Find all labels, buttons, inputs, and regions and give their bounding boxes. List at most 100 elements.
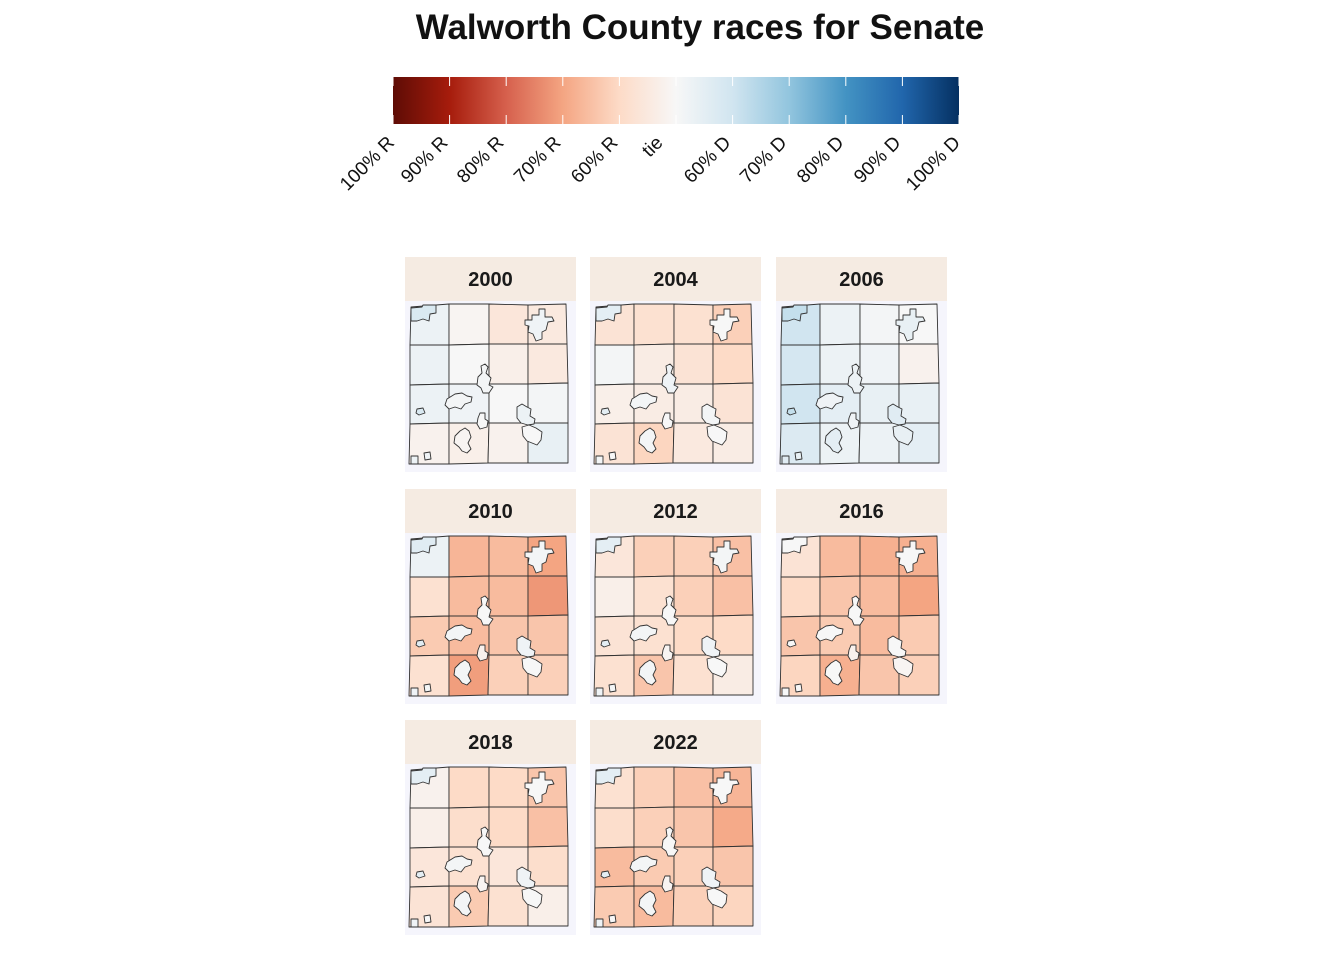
municipality-shape <box>476 875 489 893</box>
municipality-shape <box>638 890 657 917</box>
township-cell <box>409 807 450 849</box>
municipality-shape <box>516 403 536 426</box>
municipality-shape <box>701 866 721 889</box>
municipality-shape <box>516 635 536 658</box>
township-cell <box>673 806 714 848</box>
municipality-shape <box>895 308 926 342</box>
township-cell <box>712 575 754 617</box>
municipality-shape <box>410 687 419 697</box>
township-cell <box>409 344 450 386</box>
township-cell <box>594 615 635 657</box>
municipality-shape <box>794 683 803 693</box>
county-map-svg <box>593 535 754 697</box>
municipality-shape <box>444 392 473 410</box>
municipality-shape <box>786 639 797 648</box>
municipality-shape <box>600 870 611 879</box>
township-cell <box>780 383 821 425</box>
municipality-shape <box>847 644 860 662</box>
municipality-shape <box>629 624 658 642</box>
municipality-shape <box>638 659 657 686</box>
legend-label: 70% R <box>510 132 566 188</box>
legend-label: 100% D <box>901 132 965 196</box>
township-cell <box>898 614 940 656</box>
legend-label: 80% D <box>793 132 849 188</box>
municipality-shape <box>521 887 543 909</box>
municipality-shape <box>706 656 728 678</box>
municipality-shape <box>661 826 679 857</box>
color-scale-legend <box>393 77 959 124</box>
municipality-shape <box>887 635 907 658</box>
county-map <box>590 764 761 935</box>
municipality-shape <box>629 392 658 410</box>
municipality-shape <box>608 683 617 693</box>
chart-title: Walworth County races for Senate <box>415 8 985 47</box>
facet-panel: 2010 <box>405 489 576 704</box>
municipality-shape <box>847 412 860 430</box>
facet-year-label: 2004 <box>590 257 761 301</box>
county-map-svg <box>408 535 569 697</box>
legend-label: 90% D <box>849 132 905 188</box>
county-map <box>590 533 761 704</box>
municipality-shape <box>629 855 658 873</box>
township-cell <box>633 535 675 578</box>
county-map-svg <box>779 535 940 697</box>
municipality-shape <box>595 304 622 322</box>
township-cell <box>488 806 529 848</box>
township-cell <box>409 615 450 657</box>
township-cell <box>859 343 900 385</box>
municipality-shape <box>661 875 674 893</box>
township-cell <box>859 303 900 345</box>
municipality-shape <box>476 412 489 430</box>
legend-label: 90% R <box>396 132 453 188</box>
municipality-shape <box>781 536 808 554</box>
municipality-shape <box>476 363 494 394</box>
municipality-shape <box>444 855 473 873</box>
municipality-shape <box>595 918 604 928</box>
municipality-shape <box>661 363 679 394</box>
municipality-shape <box>815 624 844 642</box>
township-cell <box>448 535 490 578</box>
township-cell <box>712 614 754 656</box>
township-cell <box>712 806 754 848</box>
municipality-shape <box>600 407 611 416</box>
municipality-shape <box>476 826 494 857</box>
township-cell <box>780 615 821 657</box>
municipality-shape <box>415 407 426 416</box>
municipality-shape <box>415 870 426 879</box>
township-cell <box>673 535 714 577</box>
township-cell <box>409 383 450 425</box>
township-cell <box>409 846 450 888</box>
municipality-shape <box>892 424 914 446</box>
municipality-shape <box>847 595 865 626</box>
municipality-shape <box>824 427 843 454</box>
county-map <box>405 533 576 704</box>
township-cell <box>527 614 569 656</box>
facet-panel: 2018 <box>405 720 576 935</box>
municipality-shape <box>595 767 622 785</box>
township-cell <box>594 807 635 849</box>
municipality-shape <box>410 455 419 465</box>
township-cell <box>859 575 900 617</box>
municipality-shape <box>423 683 432 693</box>
municipality-shape <box>476 644 489 662</box>
township-cell <box>488 535 529 577</box>
municipality-shape <box>786 407 797 416</box>
facet-panel: 2016 <box>776 489 947 704</box>
county-map-svg <box>779 303 940 465</box>
legend-label: tie <box>638 132 668 162</box>
county-map <box>776 301 947 472</box>
municipality-shape <box>709 308 740 342</box>
municipality-shape <box>595 455 604 465</box>
municipality-shape <box>608 451 617 461</box>
municipality-shape <box>706 424 728 446</box>
township-cell <box>448 766 490 809</box>
township-cell <box>527 806 569 848</box>
township-cell <box>527 575 569 617</box>
township-cell <box>488 575 529 617</box>
municipality-shape <box>516 866 536 889</box>
legend-label: 60% D <box>679 132 736 188</box>
municipality-shape <box>476 595 494 626</box>
municipality-shape <box>595 687 604 697</box>
municipality-shape <box>781 304 808 322</box>
township-cell <box>673 343 714 385</box>
